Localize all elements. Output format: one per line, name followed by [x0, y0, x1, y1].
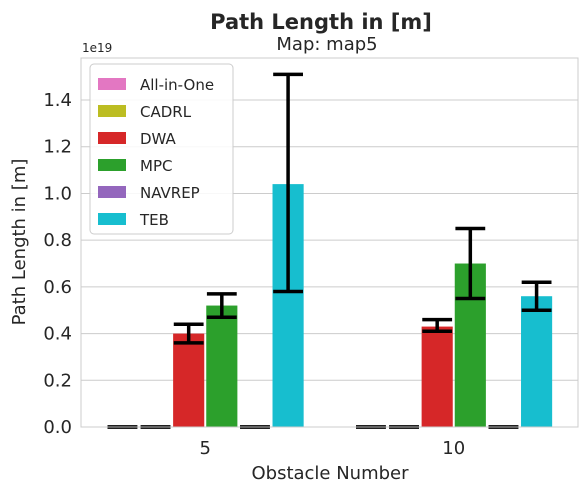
y-tick-label: 0.6 [43, 277, 72, 298]
legend-label: DWA [140, 130, 177, 148]
error-bar-dwa-5 [173, 322, 204, 345]
x-tick-label: 5 [200, 438, 211, 459]
bar-dwa-10 [421, 326, 453, 427]
legend-label: CADRL [140, 103, 192, 121]
chart-title: Path Length in [m] [210, 10, 432, 34]
bar-dwa-5 [173, 333, 205, 427]
legend-label: MPC [140, 157, 172, 175]
x-axis-label: Obstacle Number [251, 463, 409, 484]
y-axis-label: Path Length in [m] [9, 159, 30, 326]
y-tick-label: 0.2 [43, 370, 72, 391]
y-offset-label: 1e19 [82, 41, 112, 55]
bar-mpc-5 [206, 305, 238, 427]
error-bar-teb-10 [521, 280, 552, 312]
error-bar-mpc-10 [455, 226, 486, 301]
x-axis-ticks: 5 10 [200, 438, 466, 459]
y-tick-label: 0.4 [43, 324, 72, 345]
legend-swatch [98, 213, 126, 225]
legend-swatch [98, 186, 126, 198]
error-bar-dwa-10 [422, 317, 453, 333]
legend-swatch [98, 105, 126, 117]
x-tick-label: 10 [442, 438, 465, 459]
legend-label: TEB [139, 211, 169, 229]
y-tick-label: 1.0 [43, 183, 72, 204]
y-tick-label: 0.0 [43, 417, 72, 438]
legend: All-in-One CADRL DWA MPC NAVREP TEB [89, 63, 234, 235]
bars [173, 184, 553, 427]
y-tick-label: 1.2 [43, 137, 72, 158]
legend-swatch [98, 132, 126, 144]
legend-label: All-in-One [140, 76, 214, 94]
legend-label: NAVREP [140, 184, 200, 202]
legend-swatch [98, 159, 126, 171]
legend-swatch [98, 78, 126, 90]
y-axis-ticks: 0.0 0.2 0.4 0.6 0.8 1.0 1.2 1.4 [43, 90, 72, 438]
plot-frame [80, 57, 579, 428]
error-bar-mpc-5 [206, 292, 237, 319]
y-tick-label: 0.8 [43, 230, 72, 251]
bar-teb-10 [521, 296, 553, 427]
y-tick-label: 1.4 [43, 90, 72, 111]
error-bar-teb-5 [273, 72, 303, 294]
chart-subtitle: Map: map5 [276, 34, 377, 55]
